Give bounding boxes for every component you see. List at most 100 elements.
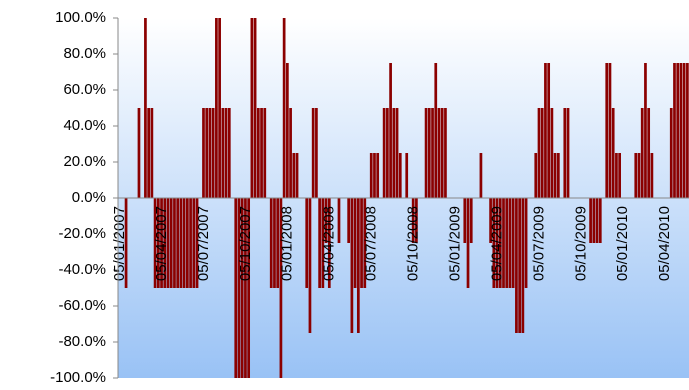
bar xyxy=(360,198,363,288)
bar xyxy=(137,108,141,198)
bar xyxy=(144,18,147,198)
bar xyxy=(311,108,315,198)
bar xyxy=(392,108,396,198)
bar xyxy=(479,153,483,198)
bar xyxy=(424,108,428,198)
y-tick-label: -20.0% xyxy=(58,225,106,242)
bar xyxy=(686,63,689,198)
bar xyxy=(166,198,170,288)
bar xyxy=(234,198,238,378)
bar xyxy=(650,153,654,198)
bar xyxy=(202,108,205,198)
y-tick-label: 60.0% xyxy=(63,81,106,98)
bar xyxy=(553,153,557,198)
bar xyxy=(608,63,612,198)
bar xyxy=(679,63,683,198)
bar xyxy=(221,108,225,198)
bar xyxy=(173,198,176,288)
bar xyxy=(440,108,444,198)
bar xyxy=(515,198,518,333)
bar xyxy=(269,198,273,288)
y-tick-label: 20.0% xyxy=(63,153,106,170)
bar xyxy=(195,198,199,288)
bar xyxy=(282,18,286,198)
bar xyxy=(511,198,515,288)
bar xyxy=(547,63,551,198)
bar xyxy=(589,198,592,243)
bar xyxy=(611,108,615,198)
y-tick-label: 0.0% xyxy=(72,189,106,206)
x-tick-label: 05/10/2007 xyxy=(237,206,254,281)
y-tick-label: -100.0% xyxy=(50,369,106,385)
x-tick-label: 05/10/2008 xyxy=(405,206,422,281)
bar xyxy=(615,153,618,198)
bar xyxy=(463,198,467,243)
bar xyxy=(540,108,544,198)
bar xyxy=(537,108,541,198)
bar xyxy=(376,153,380,198)
bar xyxy=(405,153,409,198)
bar xyxy=(279,198,283,378)
bar xyxy=(253,18,257,198)
bar xyxy=(205,108,209,198)
bar xyxy=(382,108,386,198)
bar xyxy=(169,198,173,288)
x-tick-label: 05/01/2008 xyxy=(279,206,296,281)
bar xyxy=(179,198,183,288)
bar xyxy=(244,198,247,378)
bar xyxy=(192,198,196,288)
bar xyxy=(676,63,680,198)
bar xyxy=(398,153,402,198)
bar xyxy=(218,18,221,198)
bar xyxy=(240,198,244,378)
y-tick-label: 80.0% xyxy=(63,45,106,62)
y-tick-label: -60.0% xyxy=(58,297,106,314)
bar xyxy=(208,108,212,198)
x-tick-label: 05/04/2007 xyxy=(153,206,170,281)
bar xyxy=(263,108,267,198)
bar xyxy=(444,108,447,198)
bar xyxy=(466,198,470,288)
bar xyxy=(386,108,389,198)
bar xyxy=(176,198,180,288)
bar xyxy=(324,198,328,243)
bar xyxy=(469,198,473,243)
bar xyxy=(411,198,415,243)
bar xyxy=(211,108,215,198)
bar xyxy=(437,108,441,198)
bar xyxy=(427,108,431,198)
bar xyxy=(556,153,560,198)
y-tick-label: -40.0% xyxy=(58,261,106,278)
bar xyxy=(150,108,154,198)
bar xyxy=(592,198,596,243)
bar xyxy=(647,108,651,198)
bar xyxy=(353,198,357,288)
bar xyxy=(369,153,373,198)
bar xyxy=(160,198,163,288)
bar xyxy=(544,63,547,198)
bar xyxy=(618,153,621,198)
bar xyxy=(224,108,228,198)
bar xyxy=(147,108,151,198)
bar xyxy=(644,63,647,198)
x-tick-label: 05/07/2008 xyxy=(363,206,380,281)
bar xyxy=(434,63,438,198)
bar xyxy=(395,108,399,198)
bar xyxy=(347,198,351,243)
bar xyxy=(363,198,367,288)
bar xyxy=(321,198,325,288)
bar xyxy=(286,63,289,198)
bar xyxy=(227,108,231,198)
bar xyxy=(356,198,360,333)
bar xyxy=(189,198,192,288)
bar xyxy=(673,63,676,198)
x-tick-label: 05/01/2009 xyxy=(446,206,463,281)
bar xyxy=(273,198,276,288)
bar xyxy=(182,198,186,288)
bar xyxy=(498,198,502,288)
x-tick-label: 05/10/2009 xyxy=(572,206,589,281)
bar xyxy=(295,153,299,198)
bar xyxy=(289,108,292,198)
bar xyxy=(292,153,296,198)
